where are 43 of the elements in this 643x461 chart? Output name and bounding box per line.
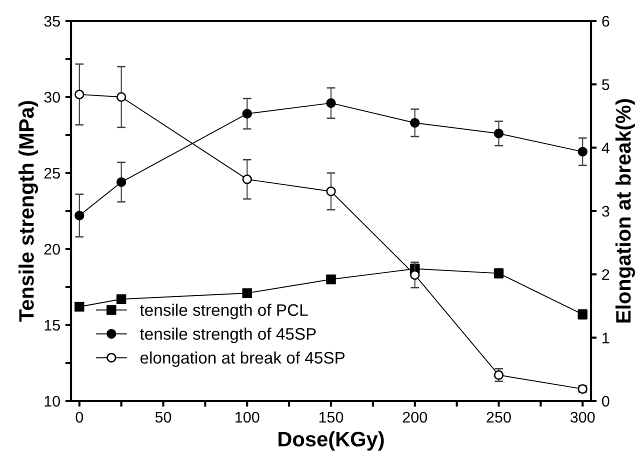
y2-axis-title: Elongation at break(%) xyxy=(615,99,635,322)
point xyxy=(242,288,252,298)
y-tick-label: 35 xyxy=(44,16,60,27)
legend-label: tensile strength of PCL xyxy=(140,304,308,320)
point xyxy=(494,128,504,138)
point xyxy=(74,210,84,220)
point xyxy=(326,98,336,108)
x-tick-label: 150 xyxy=(319,412,344,423)
y2-tick-label: 6 xyxy=(602,16,610,27)
x-tick-label: 100 xyxy=(236,412,260,423)
x-tick-label: 0 xyxy=(76,412,84,423)
point xyxy=(494,370,504,380)
y-axis-title: Tensile strength (MPa) xyxy=(18,101,38,322)
y-tick-label: 30 xyxy=(44,92,60,103)
y2-tick-label: 3 xyxy=(602,206,610,217)
point xyxy=(74,302,84,312)
point xyxy=(242,108,252,119)
point xyxy=(410,270,420,280)
y2-tick-label: 4 xyxy=(602,142,610,154)
point xyxy=(116,177,126,187)
point xyxy=(410,118,420,128)
y2-tick-label: 0 xyxy=(602,396,610,407)
point xyxy=(326,186,336,196)
legend-label: elongation at break of 45SP xyxy=(140,351,345,367)
y-tick-label: 25 xyxy=(44,168,60,179)
y2-tick-label: 2 xyxy=(602,269,610,280)
legend-label: tensile strength of 45SP xyxy=(140,328,316,344)
y2-tick-label: 5 xyxy=(602,79,610,90)
x-tick-label: 50 xyxy=(155,412,172,423)
y2-tick-label: 1 xyxy=(602,332,610,344)
point xyxy=(242,174,252,184)
point xyxy=(116,92,126,102)
point xyxy=(578,146,588,157)
point xyxy=(74,90,84,100)
point xyxy=(326,274,336,284)
x-axis-title: Dose(KGy) xyxy=(278,431,384,451)
x-tick-label: 250 xyxy=(486,412,511,423)
y-tick-label: 20 xyxy=(44,244,60,255)
point xyxy=(116,294,126,304)
y-tick-label: 10 xyxy=(44,396,60,407)
x-tick-label: 200 xyxy=(402,412,428,423)
x-tick-label: 300 xyxy=(570,412,595,423)
y-tick-label: 15 xyxy=(44,320,60,331)
